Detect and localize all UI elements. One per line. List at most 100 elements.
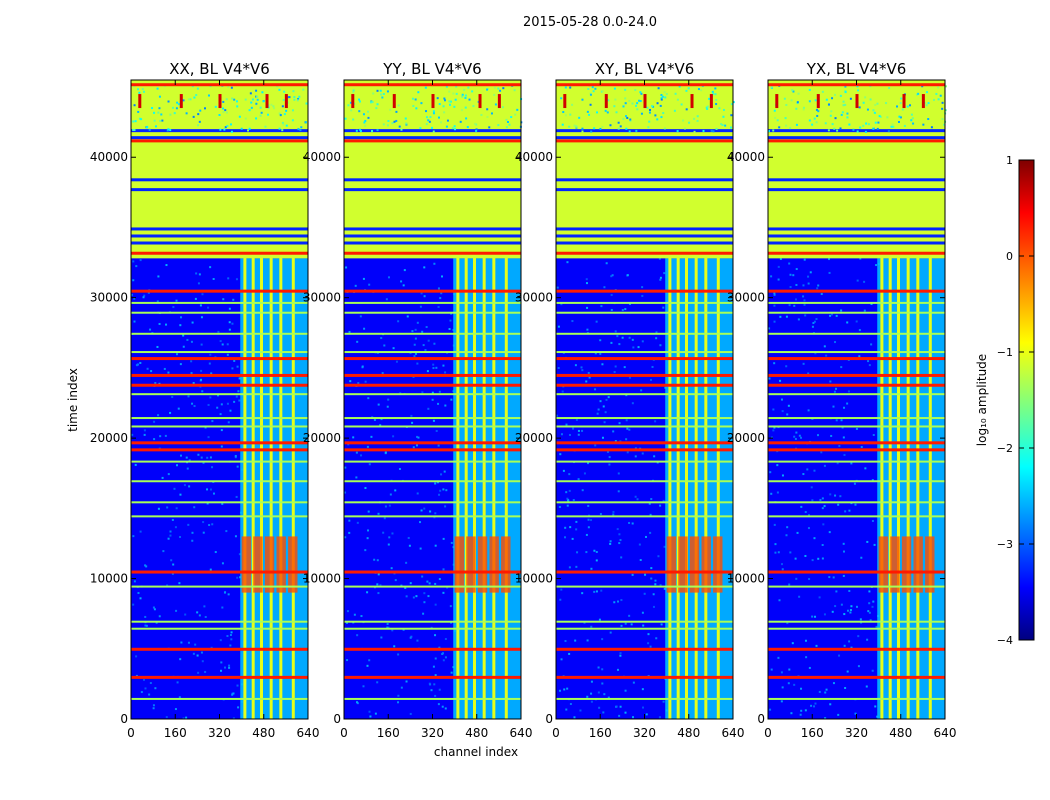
top-noise-cell — [471, 90, 474, 93]
green-row — [344, 460, 521, 463]
noise-cell — [595, 320, 598, 323]
noise-cell — [815, 644, 818, 647]
noise-cell — [781, 474, 784, 477]
top-noise-cell — [288, 96, 291, 99]
noise-cell — [423, 601, 426, 604]
top-noise-cell — [885, 102, 888, 105]
noise-cell — [144, 687, 147, 690]
top-noise-cell — [827, 129, 830, 132]
noise-cell — [569, 702, 572, 705]
noise-cell — [834, 494, 837, 497]
top-noise-cell — [494, 103, 497, 106]
noise-cell — [355, 476, 358, 479]
noise-cell — [229, 634, 232, 637]
noise-cell — [441, 275, 444, 278]
top-noise-cell — [219, 128, 222, 131]
green-row — [344, 620, 521, 623]
noise-cell — [850, 462, 853, 465]
noise-cell — [409, 582, 412, 585]
top-noise-cell — [697, 88, 700, 91]
noise-cell — [392, 347, 395, 350]
top-noise-cell — [825, 98, 828, 101]
top-noise-cell — [831, 123, 834, 126]
noise-cell — [411, 330, 414, 333]
noise-cell — [562, 469, 565, 472]
noise-cell — [813, 320, 816, 323]
noise-cell — [423, 507, 426, 510]
noise-cell — [843, 406, 846, 409]
top-noise-cell — [849, 97, 852, 100]
noise-cell — [407, 536, 410, 539]
noise-cell — [583, 621, 586, 624]
noise-cell — [610, 308, 613, 311]
noise-cell — [444, 637, 447, 640]
top-noise-cell — [590, 130, 593, 133]
top-noise-cell — [873, 111, 876, 114]
noise-cell — [787, 682, 790, 685]
top-noise-cell — [226, 124, 229, 127]
noise-cell — [621, 309, 624, 312]
noise-cell — [652, 605, 655, 608]
noise-cell — [811, 325, 814, 328]
top-noise-cell — [297, 97, 300, 100]
top-noise-cell — [708, 97, 711, 100]
noise-cell — [364, 380, 367, 383]
top-noise-cell — [370, 101, 373, 104]
panel-title: YY, BL V4*V6 — [382, 60, 481, 78]
noise-cell — [658, 716, 661, 719]
noise-cell — [770, 668, 773, 671]
top-noise-cell — [132, 120, 135, 123]
noise-cell — [397, 653, 400, 656]
noise-cell — [188, 485, 191, 488]
noise-cell — [209, 266, 212, 269]
noise-cell — [626, 427, 629, 430]
noise-cell — [420, 292, 423, 295]
noise-cell — [649, 645, 652, 648]
top-noise-cell — [349, 101, 352, 104]
noise-cell — [132, 603, 135, 606]
top-noise-cell — [393, 120, 396, 123]
top-noise-cell — [505, 118, 508, 121]
rfi-region — [240, 258, 308, 719]
top-noise-cell — [166, 129, 169, 132]
noise-cell — [186, 338, 189, 341]
noise-cell — [224, 591, 227, 594]
noise-cell — [132, 535, 135, 538]
colorbar-tick-label: 1 — [1006, 154, 1013, 167]
noise-cell — [388, 536, 391, 539]
noise-cell — [837, 503, 840, 506]
top-noise-cell — [159, 119, 162, 122]
noise-cell — [183, 484, 186, 487]
top-noise-cell — [639, 91, 642, 94]
top-noise-cell — [153, 111, 156, 114]
noise-cell — [144, 624, 147, 627]
noise-cell — [790, 712, 793, 715]
noise-cell — [620, 624, 623, 627]
noise-cell — [577, 478, 580, 481]
spike — [351, 94, 355, 109]
top-noise-cell — [154, 125, 157, 128]
top-noise-cell — [432, 110, 435, 113]
noise-cell — [204, 615, 207, 618]
top-noise-cell — [299, 129, 302, 132]
top-noise-cell — [942, 123, 945, 126]
noise-cell — [207, 403, 210, 406]
noise-cell — [865, 685, 868, 688]
top-noise-cell — [944, 85, 947, 88]
green-row — [344, 425, 521, 428]
top-noise-cell — [661, 95, 664, 98]
colorbar-tick-label: −2 — [997, 442, 1013, 455]
top-noise-cell — [244, 98, 247, 101]
top-noise-cell — [909, 104, 912, 107]
noise-cell — [559, 453, 562, 456]
spike — [392, 94, 396, 109]
noise-cell — [618, 422, 621, 425]
noise-cell — [779, 258, 782, 261]
top-noise-cell — [449, 103, 452, 106]
noise-cell — [384, 505, 387, 508]
top-noise-cell — [714, 93, 717, 96]
noise-cell — [406, 315, 409, 318]
top-noise-cell — [927, 102, 930, 105]
panel-1: XX, BL V4*V60 160 320 480 640010000200003000… — [90, 60, 320, 740]
top-noise-cell — [700, 89, 703, 92]
